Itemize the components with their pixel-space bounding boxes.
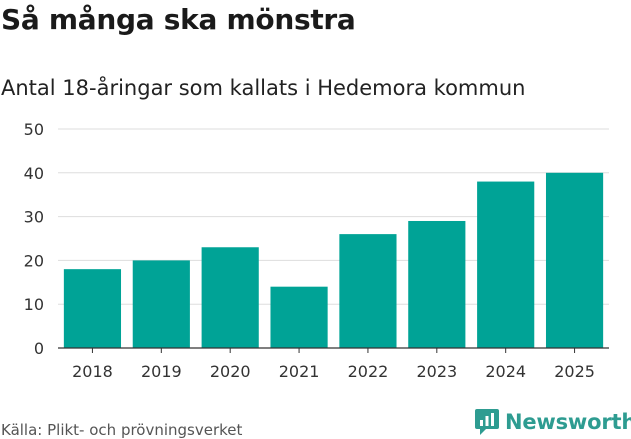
y-tick-label: 10 xyxy=(24,295,44,314)
bar-2024 xyxy=(477,181,535,348)
chart-title: Så många ska mönstra xyxy=(1,3,356,36)
x-tick-label: 2025 xyxy=(554,362,595,381)
x-tick-label: 2020 xyxy=(210,362,251,381)
y-tick-label: 30 xyxy=(24,208,44,227)
x-tick-label: 2019 xyxy=(141,362,182,381)
source-note: Källa: Plikt- och prövningsverket xyxy=(1,421,243,439)
bars xyxy=(63,172,604,348)
y-tick-label: 20 xyxy=(24,251,44,270)
brand-name: Newsworthy xyxy=(505,410,631,434)
bar-2020 xyxy=(201,247,259,348)
x-tick-label: 2023 xyxy=(416,362,457,381)
newsworthy-logo: Newsworthy xyxy=(475,406,631,438)
x-tick-label: 2024 xyxy=(485,362,526,381)
bar-2025 xyxy=(545,172,604,348)
x-tick-label: 2018 xyxy=(72,362,113,381)
bar-2018 xyxy=(63,269,122,348)
y-tick-label: 50 xyxy=(24,120,44,139)
bar-2023 xyxy=(408,220,466,348)
y-tick-label: 40 xyxy=(24,164,44,183)
bar-2022 xyxy=(339,234,397,348)
bar-2019 xyxy=(132,260,190,348)
chart-subtitle: Antal 18-åringar som kallats i Hedemora … xyxy=(1,76,526,100)
y-tick-label: 0 xyxy=(34,339,44,358)
axes: 0 10 20 30 40 50 2018 2019 2020 2021 2022 2023 2024 2… xyxy=(24,120,609,381)
bar-2021 xyxy=(270,286,328,348)
x-tick-label: 2021 xyxy=(279,362,320,381)
newsworthy-logo-icon xyxy=(475,409,499,435)
x-tick-label: 2022 xyxy=(348,362,389,381)
